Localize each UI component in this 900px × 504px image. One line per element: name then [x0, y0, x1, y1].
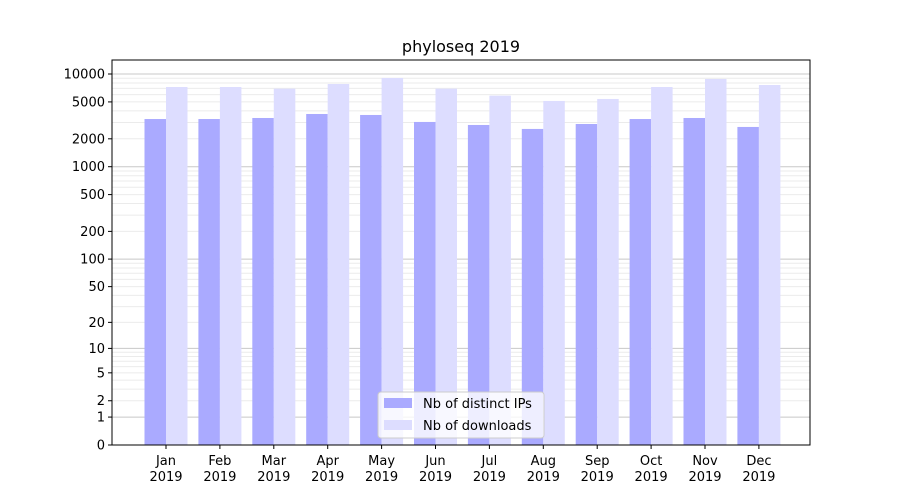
- plot-frame: [111, 59, 811, 446]
- x-tick-label: Dec 2019: [742, 454, 775, 485]
- bar-distinct-ips: [252, 117, 274, 445]
- legend-label-downloads: Nb of downloads: [423, 419, 532, 434]
- bar-downloads: [758, 84, 781, 445]
- legend-swatch-downloads: [384, 420, 412, 430]
- chart-title: phyloseq 2019: [402, 37, 520, 56]
- y-tick-label: 2: [97, 394, 105, 409]
- x-tick-label: Nov 2019: [688, 454, 721, 485]
- bar-downloads: [381, 77, 404, 445]
- x-tick-label: Oct 2019: [635, 454, 668, 485]
- bar-distinct-ips: [414, 121, 436, 445]
- y-tick-label: 1: [97, 411, 105, 426]
- y-tick-label: 20: [88, 316, 105, 331]
- bar-distinct-ips: [629, 119, 652, 446]
- legend-label-ips: Nb of distinct IPs: [423, 397, 532, 412]
- bar-distinct-ips: [737, 126, 759, 446]
- x-tick-label: Jun 2019: [419, 454, 452, 485]
- y-axis: 0 1 2 5 10 20 50 100 200 500 1000 2000 5000 10000: [64, 67, 112, 454]
- bar-downloads: [543, 100, 565, 446]
- y-tick-label: 1000: [72, 160, 105, 175]
- bar-distinct-ips: [521, 128, 544, 445]
- bar-downloads: [327, 84, 350, 446]
- bar-downloads: [705, 78, 727, 445]
- x-tick-label: May 2019: [365, 454, 398, 485]
- x-tick-label: Mar 2019: [257, 454, 290, 485]
- bar-downloads: [489, 95, 511, 445]
- y-tick-label: 5000: [72, 95, 105, 110]
- bar-distinct-ips: [575, 123, 598, 445]
- x-tick-label: Apr 2019: [311, 454, 344, 485]
- bar-downloads: [219, 87, 242, 445]
- bar-downloads: [651, 87, 673, 445]
- y-tick-label: 50: [88, 280, 105, 295]
- y-tick-label: 500: [80, 188, 105, 203]
- bar-distinct-ips: [683, 117, 705, 445]
- x-tick-label: Feb 2019: [203, 454, 236, 485]
- legend: Nb of distinct IPs Nb of downloads: [377, 391, 545, 439]
- bar-downloads: [435, 88, 457, 445]
- x-tick-label: Aug 2019: [527, 454, 560, 485]
- x-tick-label: Sep 2019: [581, 454, 614, 485]
- y-tick-label: 100: [80, 253, 105, 268]
- y-tick-label: 0: [97, 439, 105, 454]
- bar-distinct-ips: [144, 119, 166, 446]
- bar-downloads: [597, 98, 619, 445]
- legend-box: [377, 391, 545, 439]
- y-tick-label: 10000: [64, 67, 105, 82]
- bar-distinct-ips: [360, 114, 382, 446]
- bar-distinct-ips: [467, 124, 490, 446]
- x-axis: Jan 2019 Feb 2019 Mar 2019 Apr 2019 May 2019 Jun 20…: [149, 445, 775, 485]
- y-tick-label: 10: [88, 342, 105, 357]
- x-tick-label: Jul 2019: [473, 454, 506, 485]
- y-tick-label: 5: [97, 366, 105, 381]
- bar-distinct-ips: [306, 113, 328, 446]
- y-tick-label: 2000: [72, 132, 105, 147]
- bar-distinct-ips: [198, 119, 220, 446]
- legend-swatch-ips: [384, 398, 412, 408]
- y-tick-label: 200: [80, 225, 105, 240]
- bar-downloads: [273, 88, 296, 445]
- x-tick-label: Jan 2019: [149, 454, 182, 485]
- bars: [144, 77, 781, 446]
- bar-downloads: [166, 87, 188, 445]
